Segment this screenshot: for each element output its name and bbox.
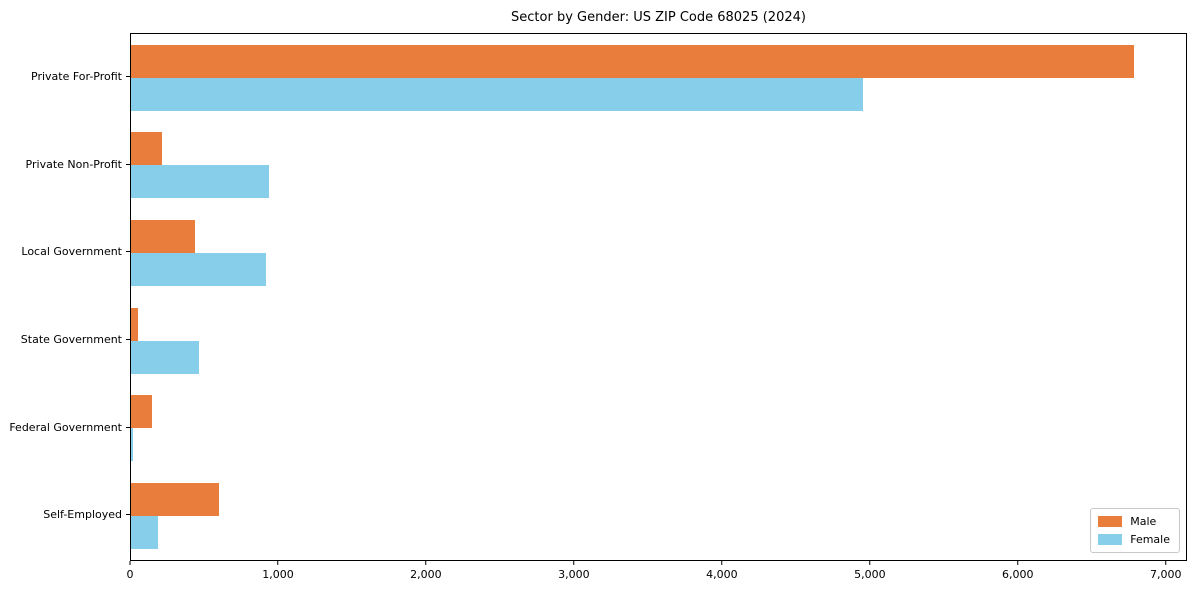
ytick-local-government: Local Government — [0, 208, 130, 296]
legend-label-male: Male — [1130, 515, 1157, 528]
legend-entry-female: Female — [1098, 533, 1170, 546]
xtick-mark-2000 — [425, 561, 427, 565]
ytick-label-private-non-profit: Private Non-Profit — [25, 157, 122, 171]
ytick-federal-government: Federal Government — [0, 383, 130, 471]
xtick-mark-3000 — [573, 561, 575, 565]
bar-male-private-non-profit — [131, 132, 163, 166]
bar-female-local-government — [131, 252, 267, 286]
xtick-label-6000: 6,000 — [1002, 568, 1034, 581]
bar-male-federal-government — [131, 395, 153, 429]
bar-group-private-non-profit — [131, 122, 1186, 210]
xtick-1000: 1,000 — [262, 561, 294, 581]
ytick-state-government: State Government — [0, 296, 130, 384]
ytick-mark-private-for-profit — [126, 76, 130, 78]
ytick-private-non-profit: Private Non-Profit — [0, 121, 130, 209]
ytick-label-local-government: Local Government — [21, 245, 122, 259]
xtick-label-4000: 4,000 — [706, 568, 738, 581]
legend-label-female: Female — [1130, 533, 1170, 546]
legend-swatch-male — [1098, 516, 1123, 527]
legend-swatch-female — [1098, 534, 1123, 545]
xtick-label-5000: 5,000 — [854, 568, 886, 581]
ytick-label-private-for-profit: Private For-Profit — [31, 70, 122, 84]
bar-male-private-for-profit — [131, 44, 1135, 78]
xtick-label-1000: 1,000 — [262, 568, 294, 581]
xtick-7000: 7,000 — [1150, 561, 1182, 581]
xtick-label-0: 0 — [126, 568, 134, 581]
xtick-mark-4000 — [721, 561, 723, 565]
xtick-mark-1000 — [277, 561, 279, 565]
bar-group-self-employed — [131, 472, 1186, 560]
bar-male-self-employed — [131, 482, 220, 516]
xtick-label-7000: 7,000 — [1150, 568, 1182, 581]
ytick-mark-local-government — [126, 251, 130, 253]
ytick-mark-federal-government — [126, 426, 130, 428]
xtick-2000: 2,000 — [410, 561, 442, 581]
ytick-label-federal-government: Federal Government — [9, 420, 122, 434]
bar-group-federal-government — [131, 384, 1186, 472]
xtick-3000: 3,000 — [558, 561, 590, 581]
bar-group-state-government — [131, 297, 1186, 385]
ytick-mark-self-employed — [126, 514, 130, 516]
x-axis: 0 1,000 2,000 3,000 4,000 5,000 6,000 7,000 — [127, 561, 1185, 591]
xtick-mark-7000 — [1165, 561, 1167, 565]
y-axis: Private For-Profit Private Non-Profit Loca… — [0, 33, 130, 561]
ytick-mark-state-government — [126, 339, 130, 341]
bar-female-self-employed — [131, 515, 159, 549]
bar-female-federal-government — [131, 428, 134, 462]
ytick-label-self-employed: Self-Employed — [43, 508, 122, 522]
xtick-mark-0 — [129, 561, 131, 565]
bar-female-private-for-profit — [131, 77, 864, 111]
bar-female-private-non-profit — [131, 165, 269, 199]
bar-male-state-government — [131, 307, 139, 341]
plot-area — [130, 33, 1187, 561]
bar-male-local-government — [131, 219, 196, 253]
legend: Male Female — [1090, 508, 1180, 553]
bar-group-private-for-profit — [131, 34, 1186, 122]
xtick-0: 0 — [127, 561, 134, 581]
xtick-4000: 4,000 — [706, 561, 738, 581]
ytick-mark-private-non-profit — [126, 163, 130, 165]
xtick-5000: 5,000 — [854, 561, 886, 581]
xtick-label-3000: 3,000 — [558, 568, 590, 581]
xtick-label-2000: 2,000 — [410, 568, 442, 581]
legend-entry-male: Male — [1098, 515, 1170, 528]
xtick-mark-6000 — [1017, 561, 1019, 565]
ytick-label-state-government: State Government — [20, 333, 122, 347]
ytick-private-for-profit: Private For-Profit — [0, 33, 130, 121]
bar-female-state-government — [131, 340, 200, 374]
xtick-6000: 6,000 — [1002, 561, 1034, 581]
bar-group-local-government — [131, 209, 1186, 297]
ytick-self-employed: Self-Employed — [0, 471, 130, 559]
xtick-mark-5000 — [869, 561, 871, 565]
chart-title: Sector by Gender: US ZIP Code 68025 (202… — [511, 10, 806, 25]
